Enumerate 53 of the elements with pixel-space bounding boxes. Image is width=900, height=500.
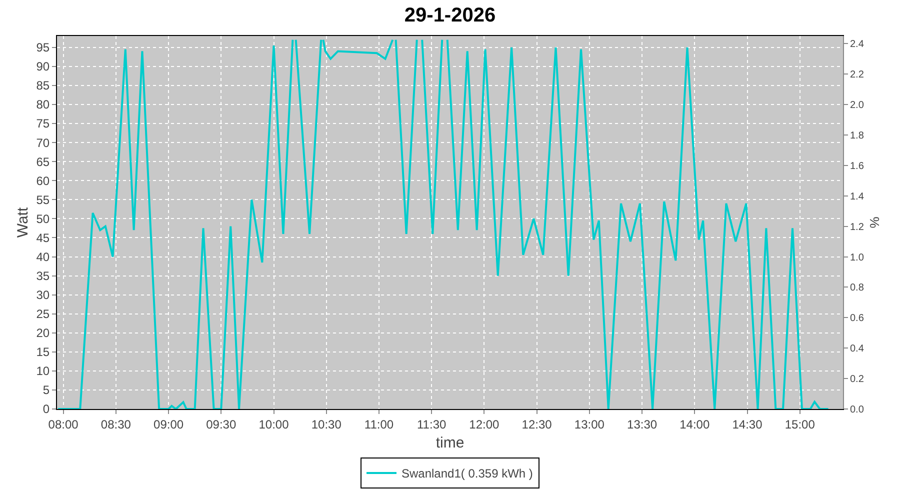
x-tick-label: 10:00 — [258, 417, 290, 432]
y2-axis-title: % — [866, 216, 882, 228]
y2-tick-label: 2.2 — [850, 70, 864, 81]
y2-tick-label: 1.4 — [850, 191, 864, 202]
x-tick-label: 10:30 — [311, 417, 342, 432]
y-tick-label: 15 — [36, 345, 50, 360]
y-tick-label: 50 — [36, 212, 50, 226]
x-tick-label: 14:00 — [680, 417, 710, 432]
y2-tick-label: 0.6 — [850, 313, 864, 324]
y-tick-label: 25 — [36, 307, 50, 322]
y-tick-label: 65 — [36, 154, 50, 169]
y-tick-label: 45 — [36, 230, 50, 245]
y2-tick-label: 2.0 — [850, 100, 864, 112]
x-tick-label: 11:00 — [364, 417, 394, 432]
y2-tick-label: 1.2 — [850, 222, 864, 233]
x-tick-label: 14:30 — [732, 417, 763, 432]
y-tick-label: 85 — [36, 78, 50, 93]
x-axis-title: time — [436, 434, 464, 452]
y-tick-label: 5 — [42, 383, 50, 398]
y2-tick-label: 1.8 — [850, 130, 864, 142]
y2-tick-label: 0.2 — [850, 374, 864, 386]
chart-title: 29-1-2026 — [404, 4, 496, 26]
y2-tick-label: 0.4 — [850, 344, 864, 355]
y2-tick-label: 1.0 — [850, 252, 864, 264]
y2-tick-label: 0.8 — [850, 282, 864, 294]
x-tick-label: 11:30 — [417, 417, 446, 432]
y-tick-label: 80 — [36, 98, 50, 112]
y-tick-label: 55 — [36, 192, 50, 207]
y-tick-label: 60 — [36, 174, 50, 188]
legend-label: Swanland1( 0.359 kWh ) — [402, 466, 533, 481]
x-tick-label: 09:30 — [206, 417, 236, 432]
x-tick-label: 12:30 — [522, 417, 552, 432]
y-axis-title: Watt — [14, 206, 32, 238]
y-tick-label: 10 — [36, 364, 50, 378]
y-tick-label: 35 — [36, 268, 50, 283]
x-tick-label: 12:00 — [469, 417, 500, 432]
y-tick-label: 0 — [42, 402, 50, 416]
y-tick-label: 40 — [36, 250, 50, 264]
x-tick-label: 08:30 — [100, 417, 132, 432]
x-tick-label: 15:00 — [784, 417, 816, 432]
y-tick-label: 95 — [36, 40, 50, 55]
x-tick-label: 13:30 — [627, 417, 658, 432]
y2-tick-label: 1.6 — [850, 160, 864, 172]
x-tick-label: 08:00 — [48, 417, 79, 432]
x-tick-label: 13:00 — [574, 417, 605, 432]
y-tick-label: 30 — [36, 288, 50, 302]
x-tick-label: 09:00 — [154, 417, 184, 432]
y-tick-label: 90 — [36, 60, 50, 74]
y2-tick-label: 2.4 — [850, 39, 864, 50]
y-tick-label: 20 — [36, 326, 50, 340]
y-tick-label: 75 — [36, 116, 50, 131]
y-tick-label: 70 — [36, 136, 50, 150]
y2-tick-label: 0.0 — [850, 404, 864, 416]
